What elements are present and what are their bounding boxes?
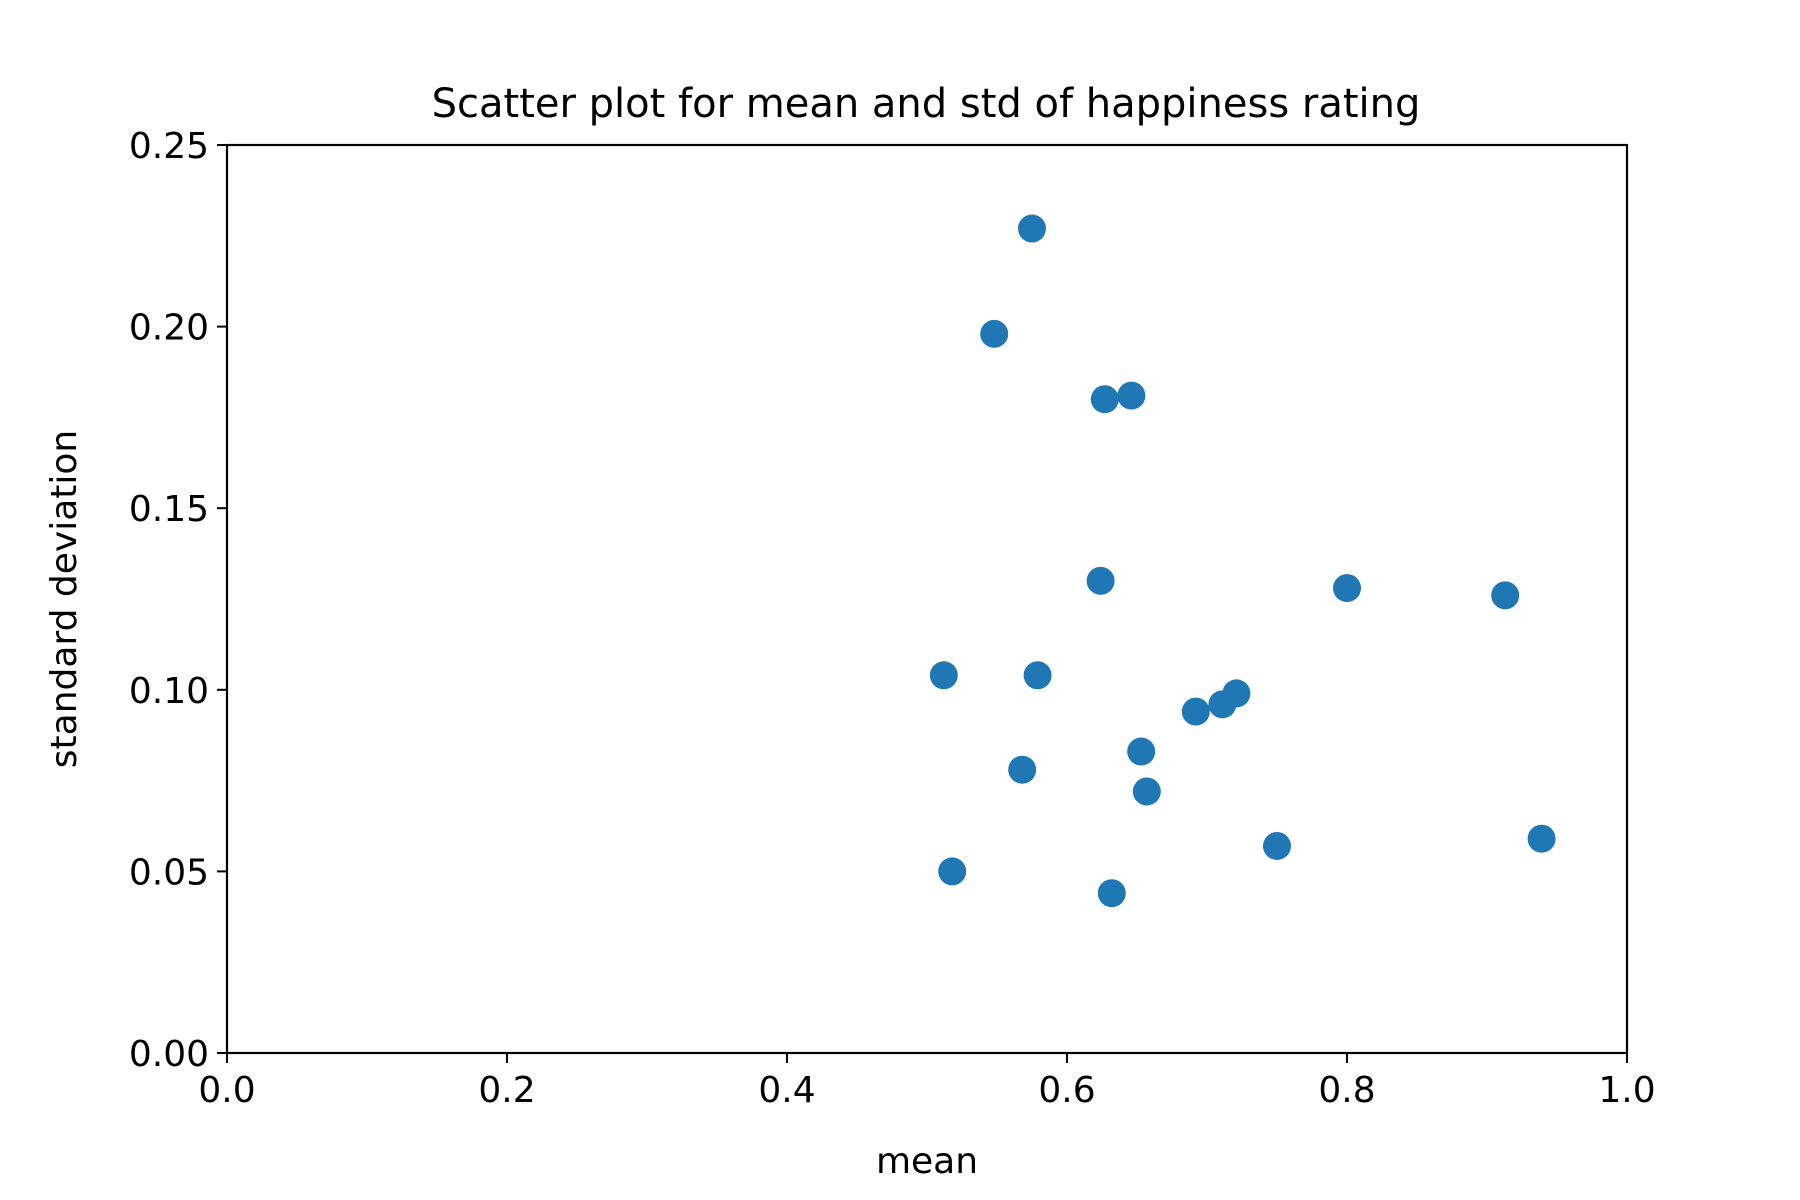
x-tick-label: 0.0 [198, 1070, 255, 1111]
x-tick-label: 1.0 [1598, 1070, 1655, 1111]
data-points [929, 214, 1556, 908]
data-point [929, 661, 958, 690]
y-tick-label: 0.05 [129, 852, 209, 893]
data-point [1097, 879, 1126, 908]
data-point [980, 319, 1009, 348]
data-point [1263, 831, 1291, 860]
data-point [1127, 737, 1156, 766]
y-tick-label: 0.10 [129, 671, 209, 712]
data-point [938, 857, 967, 886]
plot-frame [225, 143, 1629, 1055]
x-tick-label: 0.6 [1038, 1070, 1095, 1111]
data-point [1222, 679, 1251, 708]
x-tick-label: 0.8 [1318, 1070, 1375, 1111]
y-axis-ticks: 0.00 0.05 0.10 0.15 0.20 0.25 [129, 126, 227, 1075]
x-tick-label: 0.2 [478, 1070, 535, 1111]
data-point [1086, 566, 1115, 595]
x-tick-label: 0.4 [758, 1070, 815, 1111]
y-tick-label: 0.15 [129, 489, 209, 530]
data-point [1018, 214, 1046, 243]
data-point [1117, 381, 1146, 410]
x-axis-ticks: 0.0 0.2 0.4 0.6 0.8 1.0 [198, 1053, 1656, 1111]
data-point [1090, 385, 1119, 414]
data-point [1527, 824, 1556, 853]
y-axis-label: standard deviation [44, 430, 85, 768]
data-point [1008, 755, 1037, 784]
y-tick-label: 0.20 [129, 308, 209, 349]
x-axis-label: mean [876, 1141, 978, 1182]
y-tick-label: 0.00 [129, 1034, 209, 1075]
data-point [1132, 777, 1161, 806]
data-point [1181, 697, 1210, 726]
y-tick-label: 0.25 [129, 126, 209, 167]
data-point [1491, 581, 1520, 610]
chart-title: Scatter plot for mean and std of happine… [432, 81, 1421, 127]
data-point [1333, 574, 1361, 603]
data-point [1023, 661, 1052, 690]
